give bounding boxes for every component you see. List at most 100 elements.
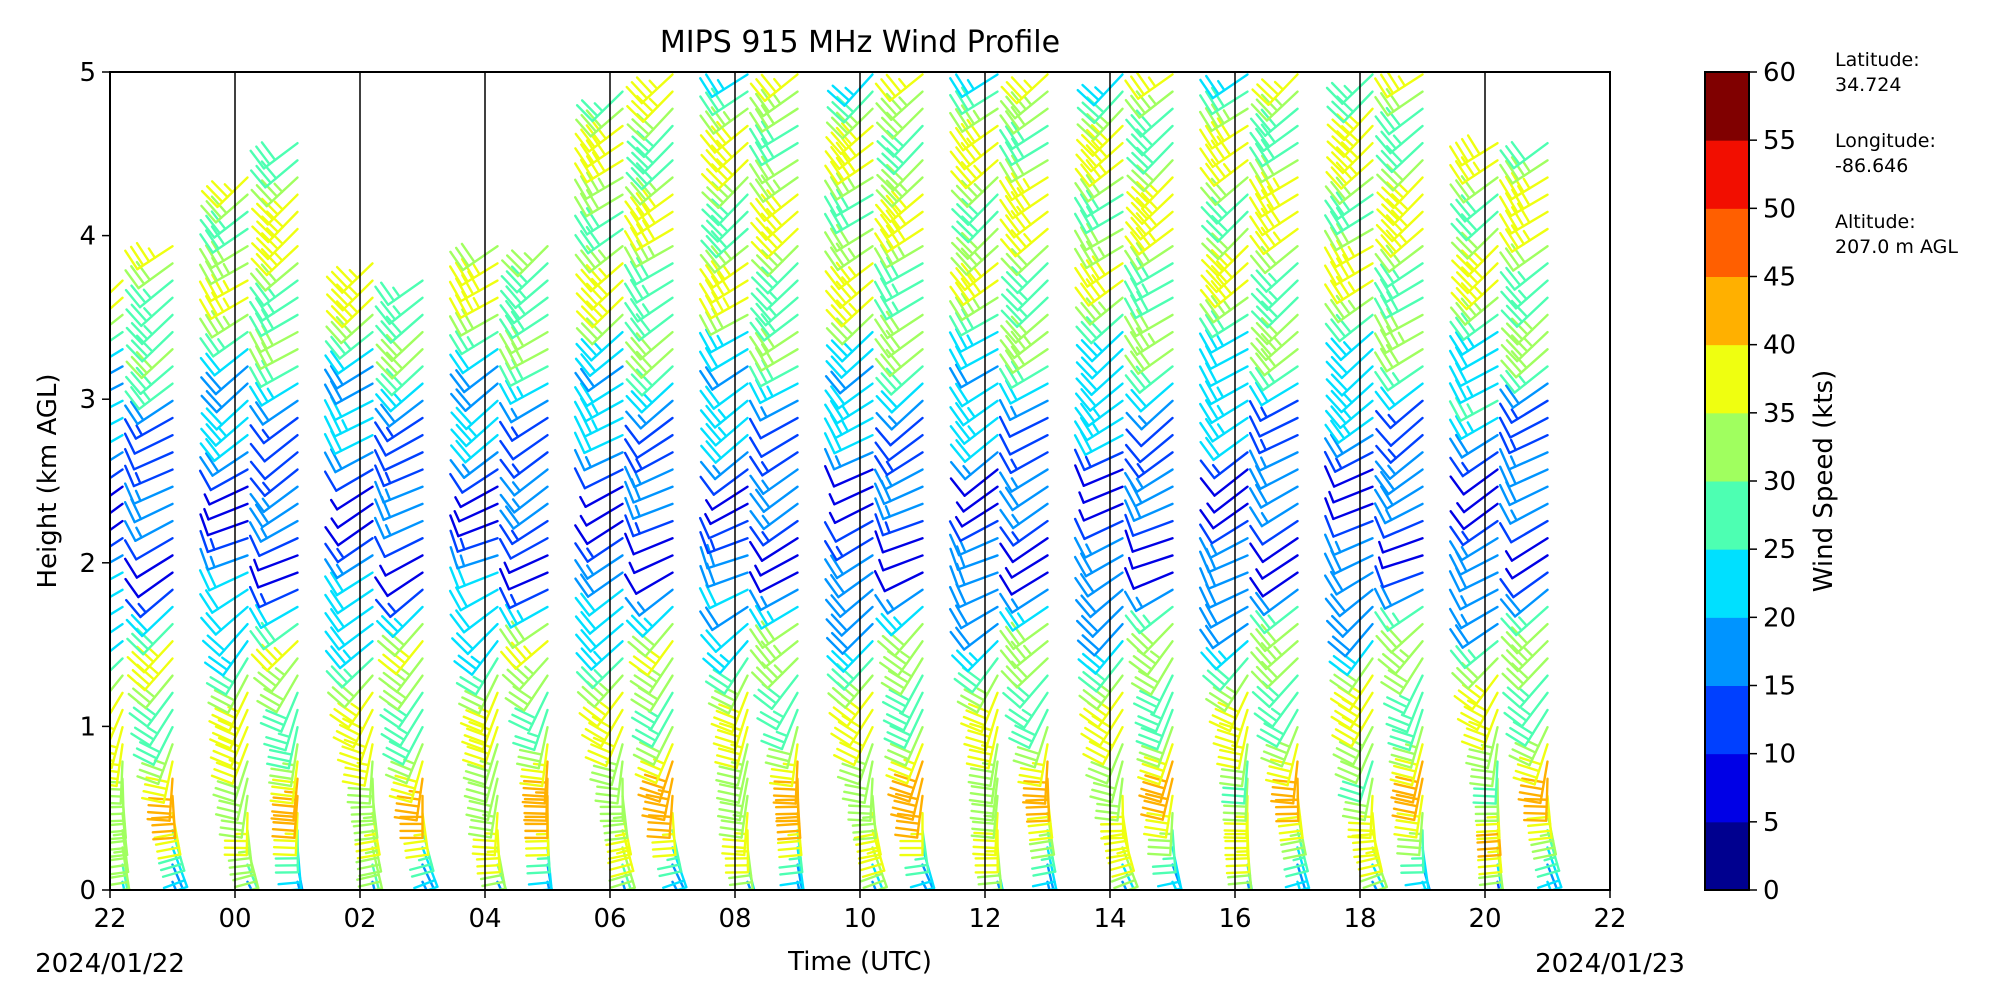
barb-feather (1332, 654, 1353, 671)
barb-half-feather (1473, 285, 1484, 297)
barb-feather (1396, 845, 1422, 850)
barb-feather (999, 526, 1015, 547)
barb-feather (128, 712, 149, 728)
barb-feather (705, 328, 719, 351)
barb-half-feather (517, 304, 527, 316)
barb-feather (887, 767, 911, 779)
barb-feather (1005, 271, 1024, 290)
barb-feather (1000, 670, 1019, 689)
barb-feather (1390, 796, 1415, 804)
barb-feather (325, 670, 344, 689)
barb-feather (1210, 103, 1225, 125)
station-info: Latitude: 34.724 Longitude: -86.646 Alti… (1835, 49, 1958, 258)
barb-feather (968, 773, 993, 781)
barb-feather (1331, 635, 1352, 653)
barb-feather (955, 267, 972, 287)
barb-feather (1286, 915, 1307, 921)
barb-feather (830, 370, 847, 390)
barb-feather (749, 492, 765, 513)
barb-feather (777, 836, 802, 841)
barb-feather (1204, 143, 1220, 165)
barb-feather (1125, 428, 1143, 448)
barb-feather (1144, 774, 1168, 783)
barb-feather (999, 179, 1014, 201)
barb-feather (520, 775, 545, 781)
barb-feather (270, 767, 295, 774)
barb-half-feather (222, 279, 231, 292)
barb-feather (1205, 299, 1221, 320)
barb-half-feather (1466, 421, 1475, 434)
barb-feather (881, 700, 904, 714)
barb-feather (248, 585, 261, 609)
barb-feather (760, 120, 775, 142)
barb-feather (1505, 354, 1523, 374)
barb-feather (1080, 133, 1099, 152)
barb-feather (885, 310, 901, 332)
barb-feather (1330, 81, 1349, 100)
barb-feather (624, 532, 635, 556)
x-tick-label: 08 (718, 904, 751, 934)
barb-half-feather (593, 669, 604, 680)
barb-feather (1124, 471, 1139, 494)
barb-feather (1449, 628, 1464, 649)
barb-feather (1385, 722, 1409, 734)
barb-feather (476, 871, 501, 875)
barb-feather (375, 377, 393, 397)
barb-staff (110, 279, 124, 295)
barb-feather (1081, 118, 1100, 136)
barb-feather (1004, 125, 1020, 147)
barb-half-feather (1231, 744, 1245, 749)
barb-feather (1005, 625, 1021, 646)
barb-feather (1276, 815, 1302, 821)
barb-feather (468, 738, 492, 749)
barb-feather (1123, 264, 1138, 286)
colorbar-tick-label: 35 (1763, 399, 1796, 429)
barb-feather (1131, 632, 1150, 651)
y-axis-label: Height (km AGL) (33, 373, 63, 588)
barb-feather (81, 334, 94, 352)
barb-feather (1031, 880, 1056, 888)
barb-staff (171, 863, 185, 890)
barb-feather (388, 740, 411, 754)
barb-half-feather (1162, 857, 1176, 861)
barb-feather (830, 285, 848, 305)
barb-feather (891, 780, 915, 790)
barb-feather (1506, 667, 1525, 686)
barb-half-feather (1342, 341, 1353, 352)
barb-feather (630, 81, 649, 100)
x-tick-label: 12 (968, 904, 1001, 934)
barb-feather (1385, 145, 1404, 164)
barb-feather (131, 668, 151, 686)
barb-half-feather (1142, 614, 1152, 626)
barb-feather (1381, 168, 1400, 187)
barb-feather (624, 200, 640, 221)
barb-feather (458, 702, 481, 715)
barb-feather (1249, 234, 1265, 256)
barb-feather (704, 606, 720, 628)
barb-half-feather (1397, 331, 1406, 344)
barb-staff (457, 519, 499, 538)
barb-half-feather (222, 297, 231, 310)
barb-feather (1330, 180, 1347, 201)
barb-feather (1269, 758, 1294, 766)
barb-feather (453, 660, 474, 676)
barb-feather (1374, 516, 1386, 539)
barb-feather (1081, 83, 1100, 102)
barb-half-feather (364, 849, 378, 855)
barb-feather (420, 903, 440, 912)
barb-half-feather (593, 102, 604, 113)
barb-feather (779, 870, 804, 876)
barb-staff (511, 433, 549, 461)
barb-feather (1510, 171, 1525, 194)
barb-feather (1205, 328, 1219, 351)
barb-half-feather (893, 616, 903, 627)
barb-half-feather (1348, 165, 1359, 176)
x-tick-label: 18 (1343, 904, 1376, 934)
barb-staff (110, 365, 124, 375)
barb-feather (699, 530, 710, 555)
barb-feather (1131, 186, 1150, 204)
barb-feather (1389, 735, 1413, 745)
barb-feather (1517, 202, 1531, 224)
barb-feather (630, 243, 644, 265)
latitude-value: 34.724 (1835, 74, 1901, 96)
